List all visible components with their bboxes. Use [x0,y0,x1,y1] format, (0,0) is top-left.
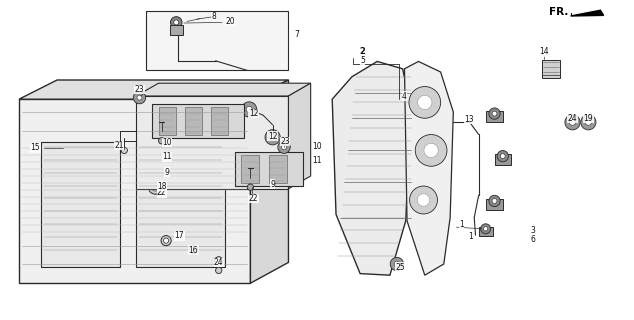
Text: 10: 10 [162,138,172,147]
Text: 15: 15 [30,143,41,152]
Bar [211,107,228,135]
Bar [170,25,183,35]
Ellipse shape [161,236,171,246]
Bar [242,155,259,183]
Polygon shape [332,61,411,275]
Bar [542,60,560,78]
Text: 23: 23 [134,85,145,94]
Polygon shape [479,227,493,236]
Text: 12: 12 [268,132,277,140]
Ellipse shape [569,119,576,125]
Polygon shape [136,96,288,189]
Text: 9: 9 [164,168,169,177]
Text: 3: 3 [530,226,535,235]
Text: 16: 16 [188,246,198,255]
Ellipse shape [148,180,162,194]
Text: 8: 8 [211,12,216,21]
Ellipse shape [121,147,127,154]
Text: FR.: FR. [549,7,569,17]
Text: 11: 11 [162,152,171,161]
Text: 10: 10 [312,142,322,151]
Ellipse shape [417,194,430,206]
Ellipse shape [281,145,287,150]
Ellipse shape [415,134,447,166]
Polygon shape [288,83,311,189]
Polygon shape [19,80,288,99]
Text: 22: 22 [157,188,166,197]
Text: 12: 12 [249,109,258,118]
Ellipse shape [391,257,403,271]
Text: 1: 1 [468,232,473,241]
Text: 20: 20 [225,17,235,26]
Text: 13: 13 [464,115,474,124]
Ellipse shape [410,186,437,214]
Text: 11: 11 [313,156,321,165]
Text: 7: 7 [294,30,299,39]
Text: 21: 21 [115,141,124,150]
Text: 23: 23 [280,137,290,146]
Ellipse shape [492,111,497,116]
Ellipse shape [418,95,432,109]
Text: 5: 5 [360,56,365,65]
Bar [185,107,202,135]
Polygon shape [404,61,453,275]
Ellipse shape [242,102,257,117]
Text: 24: 24 [214,258,224,267]
Text: 17: 17 [174,231,184,240]
Ellipse shape [137,95,142,100]
Polygon shape [19,99,250,283]
Ellipse shape [581,115,596,130]
Ellipse shape [278,141,290,153]
Ellipse shape [394,261,399,267]
Ellipse shape [158,138,165,144]
Ellipse shape [500,154,505,159]
Bar [158,107,176,135]
Ellipse shape [174,20,179,25]
Ellipse shape [409,86,441,118]
Ellipse shape [216,267,222,274]
Bar [269,155,287,183]
Ellipse shape [424,143,438,157]
Polygon shape [250,80,288,283]
Ellipse shape [133,92,146,104]
Text: 2: 2 [359,47,366,56]
Ellipse shape [484,227,488,231]
Polygon shape [235,152,303,186]
Ellipse shape [269,134,276,140]
Text: 19: 19 [583,114,593,123]
Text: 1: 1 [459,220,464,229]
Polygon shape [152,104,244,138]
Text: 25: 25 [396,263,406,272]
Text: 22: 22 [249,194,258,203]
Polygon shape [136,142,225,267]
Polygon shape [571,10,604,16]
Ellipse shape [247,184,254,190]
Polygon shape [41,142,120,267]
Ellipse shape [164,238,169,243]
Ellipse shape [585,119,592,125]
Polygon shape [486,199,503,210]
Ellipse shape [171,17,182,28]
Ellipse shape [492,198,497,204]
Polygon shape [486,111,503,122]
Text: 24: 24 [567,114,578,123]
Ellipse shape [246,106,252,113]
Ellipse shape [565,115,580,130]
Ellipse shape [481,224,491,234]
Ellipse shape [497,150,508,162]
Ellipse shape [214,257,223,265]
Ellipse shape [152,183,159,191]
Text: 4: 4 [402,92,407,100]
Text: 14: 14 [539,47,549,56]
Polygon shape [136,83,311,96]
Ellipse shape [489,108,500,119]
Text: 18: 18 [157,182,166,191]
Bar [146,11,288,70]
Ellipse shape [265,130,280,145]
Polygon shape [495,154,511,165]
Ellipse shape [189,245,198,254]
Text: 9: 9 [270,180,275,188]
Ellipse shape [489,195,500,207]
Text: 6: 6 [530,235,535,244]
